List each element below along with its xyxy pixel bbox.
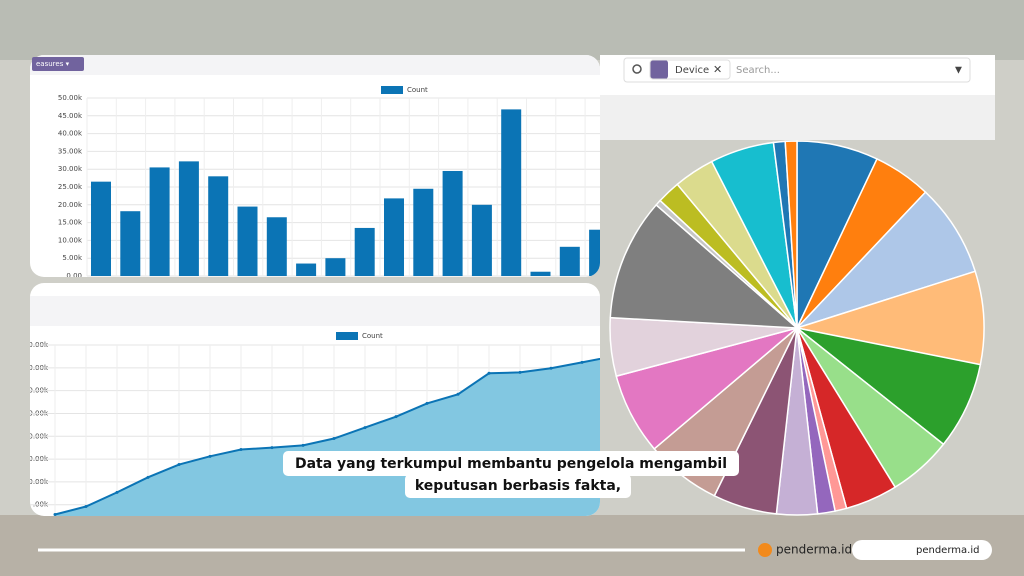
search-box[interactable] [623, 57, 971, 83]
point [146, 475, 150, 479]
bar [501, 109, 522, 276]
facet-label: Device [675, 65, 709, 76]
y-tick-label: 35.00k [58, 147, 83, 155]
point [270, 446, 274, 450]
point [301, 443, 305, 447]
caption-box [405, 474, 631, 498]
search-icon [632, 64, 642, 74]
brand-logo [758, 543, 772, 557]
bar [237, 206, 258, 276]
bar [208, 176, 229, 276]
y-tick-label: 25.00k [58, 183, 83, 191]
search-placeholder: Search... [736, 65, 780, 76]
background-top [0, 0, 1024, 60]
bar [91, 181, 111, 276]
pie-slice [784, 140, 798, 329]
point [518, 370, 522, 374]
point [208, 454, 212, 458]
y-tick-label: 10.00k [58, 236, 83, 244]
social: penderma.id [916, 545, 979, 556]
legend-label: Count [407, 86, 428, 94]
pie-slice [609, 203, 800, 329]
bar [266, 217, 287, 276]
bar [384, 198, 404, 276]
bar [178, 161, 199, 276]
point [239, 447, 243, 451]
bar [559, 246, 580, 276]
social-box [852, 540, 992, 560]
point [549, 366, 553, 370]
y-tick-label: 5.00k [62, 254, 83, 262]
toolbar [30, 55, 600, 75]
point [487, 371, 491, 375]
facet[interactable] [649, 59, 731, 80]
y-tick-label: 40.00k [58, 130, 83, 138]
y-tick-label: 45.00k [58, 112, 83, 120]
point [363, 426, 367, 430]
facet-icon [650, 60, 668, 79]
measures-label: easures ▾ [36, 60, 70, 68]
bar [413, 188, 434, 276]
point [115, 490, 119, 494]
point [177, 463, 181, 467]
point [84, 505, 88, 509]
pie-slice [796, 191, 977, 329]
measures-button[interactable] [32, 57, 84, 71]
legend-label: Count [362, 332, 383, 340]
bar [530, 271, 551, 276]
facet-remove[interactable]: ✕ [713, 63, 722, 76]
pie-slice [796, 270, 985, 366]
brand: penderma.id [776, 543, 852, 557]
bar [354, 227, 375, 276]
point [456, 392, 460, 396]
y-tick-label: 15.00k [58, 219, 83, 227]
caption: keputusan berbasis fakta, [415, 478, 621, 494]
bar [325, 258, 346, 276]
caption: Data yang terkumpul membantu pengelola m… [295, 456, 727, 472]
point [332, 437, 336, 441]
bar [120, 211, 141, 276]
bar [296, 263, 317, 276]
point [425, 401, 429, 405]
bar [149, 167, 170, 276]
bar [589, 229, 600, 276]
point [53, 512, 57, 516]
bar [442, 170, 463, 276]
toolbar [30, 296, 600, 326]
caption-box [283, 451, 739, 476]
legend-swatch [381, 86, 403, 94]
point [580, 360, 584, 364]
bar [471, 204, 492, 276]
y-tick-label: 20.00k [58, 201, 83, 209]
y-tick-label: 30.00k [58, 165, 83, 173]
y-tick-label: 50.00k [58, 94, 83, 102]
y-tick-label: 0.00 [66, 272, 82, 280]
legend-swatch [336, 332, 358, 340]
point [394, 415, 398, 419]
dropdown[interactable]: ▼ [955, 66, 962, 76]
